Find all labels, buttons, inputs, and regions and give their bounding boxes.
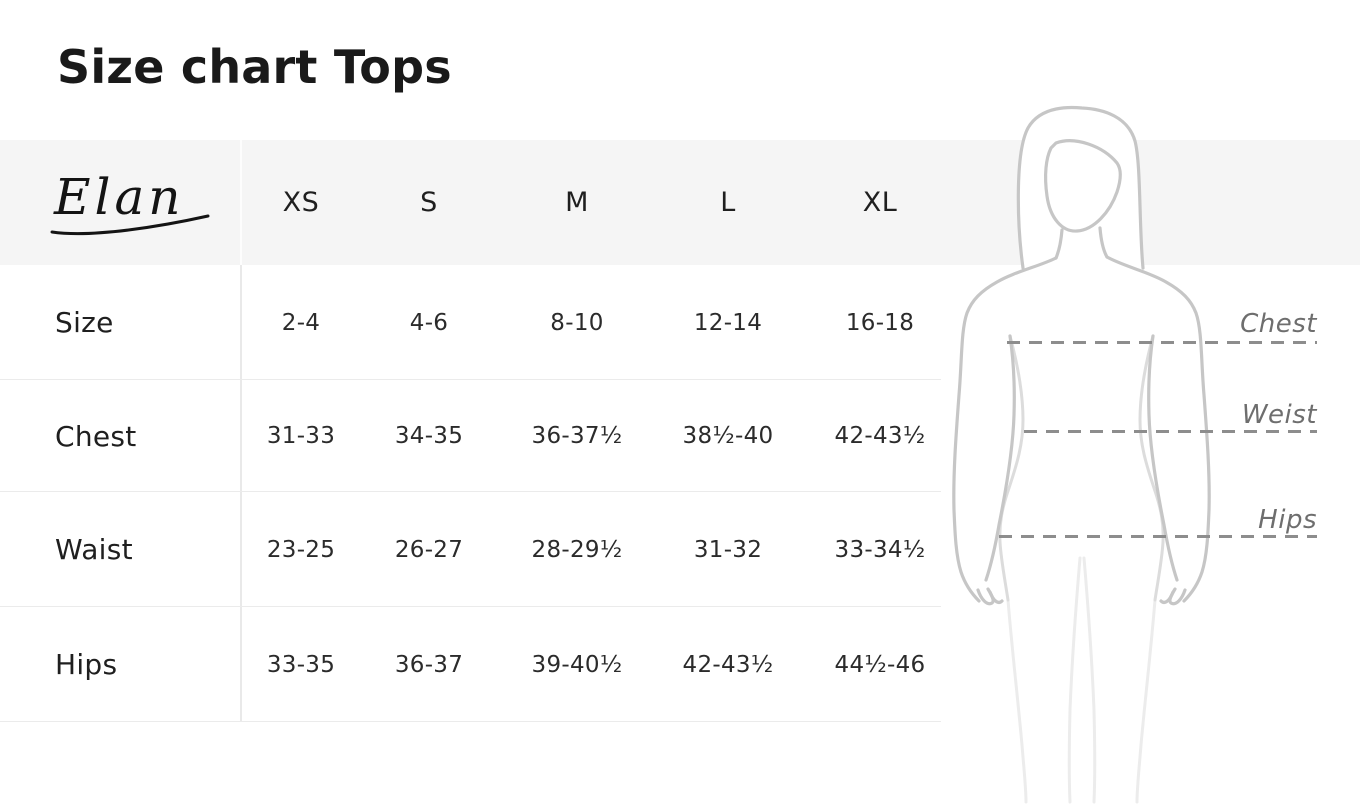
column-header-xs: XS — [282, 187, 320, 218]
table-cell-waist-l: 31-32 — [693, 536, 763, 563]
table-cell-hips-xs: 33-35 — [266, 651, 336, 678]
figure-right-hand — [1159, 590, 1175, 604]
column-header-l: L — [720, 187, 736, 218]
table-cell-size-l: 12-14 — [693, 309, 763, 336]
column-divider — [240, 140, 242, 722]
column-divider-band-segment — [240, 140, 242, 265]
row-label-hips: Hips — [55, 648, 118, 681]
table-cell-size-m: 8-10 — [550, 309, 604, 336]
brand-logo-underline — [50, 214, 210, 236]
table-cell-waist-m: 28-29½ — [531, 536, 623, 563]
hips-measure-label: Hips — [1258, 505, 1317, 535]
row-separator — [0, 606, 941, 607]
table-cell-chest-l: 38½-40 — [682, 423, 774, 449]
row-separator — [0, 721, 941, 722]
figure-torso — [998, 334, 1165, 602]
figure-legs — [1006, 556, 1157, 804]
row-label-size: Size — [55, 306, 114, 339]
brand-logo-text: Elan — [53, 168, 185, 226]
body-figure-illustration — [952, 105, 1211, 804]
table-cell-hips-s: 36-37 — [394, 651, 464, 678]
table-cell-size-s: 4-6 — [409, 309, 449, 336]
figure-right-inner-arm — [1147, 334, 1179, 582]
page-title: Size chart Tops — [57, 40, 452, 94]
row-separator — [0, 379, 941, 380]
figure-face — [1044, 139, 1122, 233]
table-cell-chest-m: 36-37½ — [531, 423, 623, 449]
row-label-waist: Waist — [55, 533, 133, 566]
chest-measure-label: Chest — [1240, 309, 1317, 339]
figure-neck-left — [1054, 228, 1064, 260]
table-cell-size-xl: 16-18 — [845, 309, 915, 336]
column-header-xl: XL — [862, 187, 898, 218]
table-cell-waist-s: 26-27 — [394, 536, 464, 563]
row-label-chest: Chest — [55, 419, 137, 453]
table-cell-waist-xs: 23-25 — [266, 536, 336, 563]
table-cell-waist-xl: 33-34½ — [834, 536, 926, 563]
figure-hair — [1016, 105, 1145, 270]
waist-measure-label: Weist — [1241, 400, 1317, 430]
table-cell-chest-s: 34-35 — [394, 423, 464, 449]
brand-logo: Elan — [50, 168, 210, 236]
column-header-s: S — [420, 187, 438, 218]
figure-left-hand — [988, 590, 1004, 604]
figure-left-inner-arm — [984, 334, 1016, 582]
table-cell-chest-xs: 31-33 — [266, 423, 336, 449]
figure-right-arm — [1105, 255, 1211, 603]
table-cell-hips-xl: 44½-46 — [834, 651, 926, 678]
figure-left-arm — [952, 256, 1058, 603]
table-cell-size-xs: 2-4 — [281, 309, 321, 336]
row-separator — [0, 491, 941, 492]
table-cell-hips-m: 39-40½ — [531, 651, 623, 678]
waist-measure-line — [1024, 430, 1317, 433]
table-cell-chest-xl: 42-43½ — [834, 423, 926, 449]
chest-measure-line — [1007, 341, 1317, 344]
hips-measure-line — [999, 535, 1317, 538]
figure-neck-right — [1098, 226, 1109, 259]
table-cell-hips-l: 42-43½ — [682, 651, 774, 678]
column-header-m: M — [565, 187, 589, 218]
